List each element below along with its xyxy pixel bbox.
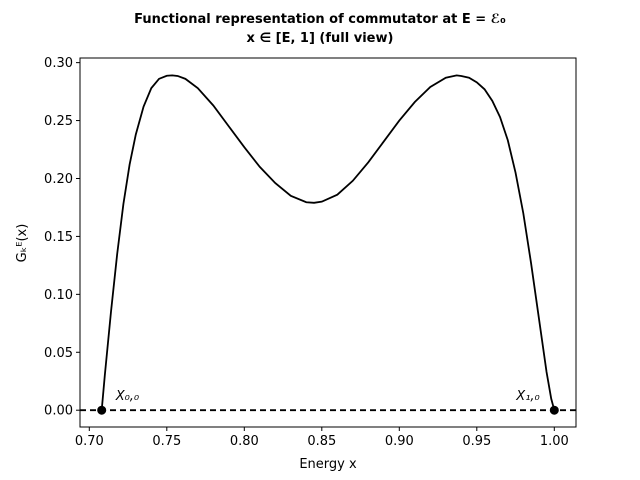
marker-point-0 — [97, 405, 107, 415]
y-axis-label: Gₖᴱ(x) — [15, 224, 30, 263]
y-tick-label-0: 0.00 — [44, 404, 73, 419]
x-tick-label-4: 0.90 — [385, 434, 414, 449]
y-tick-label-5: 0.25 — [44, 114, 73, 129]
y-tick-label-6: 0.30 — [44, 56, 73, 71]
y-tick-label-3: 0.15 — [44, 230, 73, 245]
y-tick-label-2: 0.10 — [44, 288, 73, 303]
y-tick-label-1: 0.05 — [44, 346, 73, 361]
x-tick-label-1: 0.75 — [152, 434, 181, 449]
y-tick-label-4: 0.20 — [44, 172, 73, 187]
x-tick-label-2: 0.80 — [230, 434, 259, 449]
x-tick-label-6: 1.00 — [540, 434, 569, 449]
chart-title: Functional representation of commutator … — [134, 12, 506, 27]
x-tick-label-0: 0.70 — [75, 434, 104, 449]
chart-subtitle: x ∈ [E, 1] (full view) — [247, 31, 394, 46]
point-label-0: X₀,₀ — [115, 389, 140, 404]
curve-line — [100, 74, 556, 411]
marker-point-1 — [549, 405, 559, 415]
x-tick-label-5: 0.95 — [462, 434, 491, 449]
x-axis-label: Energy x — [299, 457, 357, 472]
x-tick-label-3: 0.85 — [307, 434, 336, 449]
point-label-1: X₁,₀ — [515, 389, 540, 404]
plot-frame — [79, 57, 577, 428]
